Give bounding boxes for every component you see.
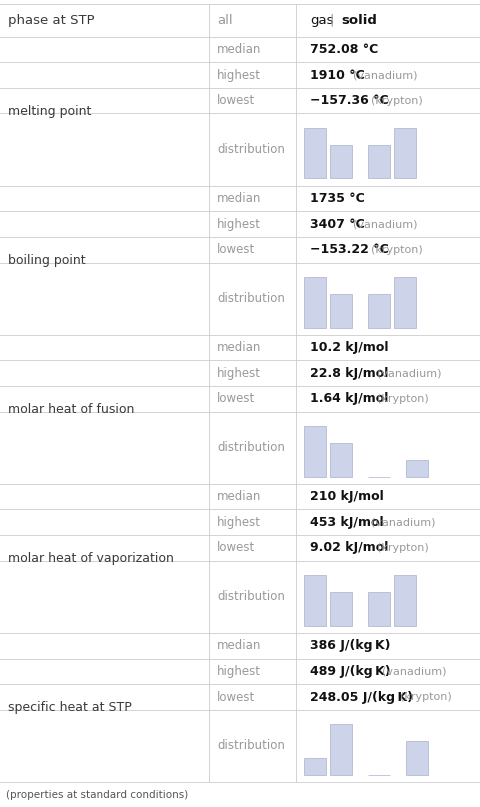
Text: molar heat of vaporization: molar heat of vaporization bbox=[8, 552, 173, 565]
Text: molar heat of fusion: molar heat of fusion bbox=[8, 403, 134, 416]
Text: distribution: distribution bbox=[217, 739, 285, 752]
Text: (vanadium): (vanadium) bbox=[382, 667, 446, 676]
Text: (vanadium): (vanadium) bbox=[353, 220, 417, 229]
Text: 3407 °C: 3407 °C bbox=[309, 218, 364, 231]
Text: 248.05 J/(kg K): 248.05 J/(kg K) bbox=[309, 691, 412, 704]
Bar bbox=[303, 128, 325, 178]
Text: lowest: lowest bbox=[217, 243, 255, 257]
Bar bbox=[329, 294, 351, 328]
Text: lowest: lowest bbox=[217, 541, 255, 554]
Text: 453 kJ/mol: 453 kJ/mol bbox=[309, 516, 383, 529]
Bar bbox=[303, 426, 325, 477]
Text: lowest: lowest bbox=[217, 392, 255, 405]
Text: median: median bbox=[217, 43, 261, 56]
Bar bbox=[303, 277, 325, 328]
Bar bbox=[303, 575, 325, 625]
Text: 210 kJ/mol: 210 kJ/mol bbox=[309, 490, 383, 504]
Text: specific heat at STP: specific heat at STP bbox=[8, 701, 132, 714]
Bar bbox=[394, 128, 416, 178]
Text: (vanadium): (vanadium) bbox=[353, 70, 417, 80]
Text: 22.8 kJ/mol: 22.8 kJ/mol bbox=[309, 366, 387, 380]
Text: 386 J/(kg K): 386 J/(kg K) bbox=[309, 639, 389, 652]
Text: lowest: lowest bbox=[217, 94, 255, 107]
Text: distribution: distribution bbox=[217, 292, 285, 305]
Text: distribution: distribution bbox=[217, 591, 285, 604]
Text: 1735 °C: 1735 °C bbox=[309, 192, 364, 205]
Text: −157.36 °C: −157.36 °C bbox=[309, 94, 388, 107]
Text: 489 J/(kg K): 489 J/(kg K) bbox=[309, 665, 390, 678]
Text: lowest: lowest bbox=[217, 691, 255, 704]
Text: (krypton): (krypton) bbox=[376, 543, 428, 553]
Text: (krypton): (krypton) bbox=[399, 692, 451, 702]
Text: highest: highest bbox=[217, 516, 261, 529]
Text: distribution: distribution bbox=[217, 441, 285, 454]
Text: (krypton): (krypton) bbox=[370, 96, 422, 106]
Bar bbox=[329, 443, 351, 477]
Bar bbox=[394, 575, 416, 625]
Bar bbox=[405, 741, 427, 775]
Bar bbox=[329, 144, 351, 178]
Text: (vanadium): (vanadium) bbox=[376, 368, 440, 378]
Text: highest: highest bbox=[217, 366, 261, 380]
Text: highest: highest bbox=[217, 218, 261, 231]
Text: median: median bbox=[217, 490, 261, 504]
Text: median: median bbox=[217, 341, 261, 354]
Text: gas: gas bbox=[309, 14, 333, 27]
Text: 10.2 kJ/mol: 10.2 kJ/mol bbox=[309, 341, 387, 354]
Text: solid: solid bbox=[341, 14, 377, 27]
Text: 9.02 kJ/mol: 9.02 kJ/mol bbox=[309, 541, 387, 554]
Text: phase at STP: phase at STP bbox=[8, 14, 95, 27]
Bar bbox=[367, 294, 389, 328]
Text: −153.22 °C: −153.22 °C bbox=[309, 243, 388, 257]
Text: distribution: distribution bbox=[217, 143, 285, 156]
Text: median: median bbox=[217, 192, 261, 205]
Bar bbox=[405, 460, 427, 477]
Text: median: median bbox=[217, 639, 261, 652]
Bar bbox=[329, 724, 351, 775]
Text: (krypton): (krypton) bbox=[376, 394, 428, 404]
Text: highest: highest bbox=[217, 69, 261, 82]
Text: (krypton): (krypton) bbox=[370, 245, 422, 255]
Text: 1910 °C: 1910 °C bbox=[309, 69, 364, 82]
Text: (properties at standard conditions): (properties at standard conditions) bbox=[6, 789, 188, 800]
Text: 752.08 °C: 752.08 °C bbox=[309, 43, 377, 56]
Text: |: | bbox=[329, 14, 334, 27]
Bar bbox=[367, 592, 389, 625]
Text: 1.64 kJ/mol: 1.64 kJ/mol bbox=[309, 392, 387, 405]
Bar bbox=[303, 758, 325, 775]
Text: boiling point: boiling point bbox=[8, 253, 85, 267]
Text: (vanadium): (vanadium) bbox=[370, 517, 434, 527]
Bar bbox=[394, 277, 416, 328]
Text: melting point: melting point bbox=[8, 105, 91, 118]
Text: highest: highest bbox=[217, 665, 261, 678]
Text: all: all bbox=[217, 14, 232, 27]
Bar bbox=[329, 592, 351, 625]
Bar bbox=[367, 144, 389, 178]
